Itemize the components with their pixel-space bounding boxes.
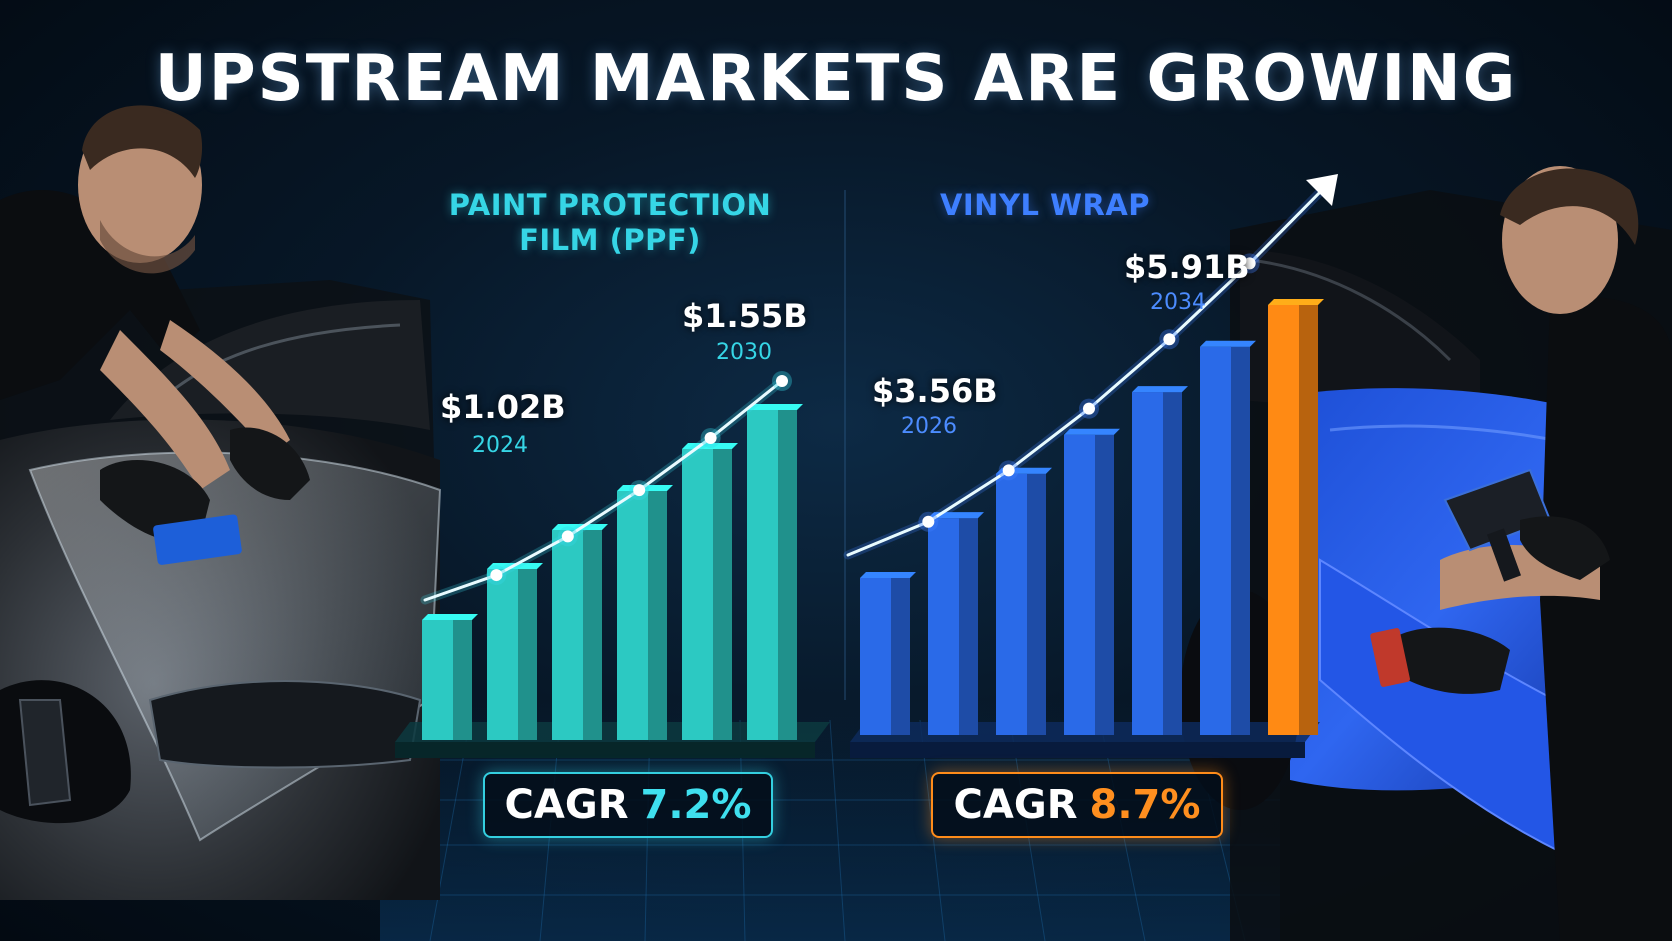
ppf-installer-person	[0, 190, 200, 400]
ppf-installer-photo	[0, 105, 442, 900]
vinyl-trend-line	[843, 174, 1338, 560]
vinyl-bar-6	[1200, 340, 1256, 735]
ppf-cagr-badge: CAGR 7.2%	[483, 772, 773, 838]
vinyl-cagr-value: 8.7%	[1089, 782, 1201, 828]
vinyl-trend-dot-2	[1002, 464, 1015, 477]
ppf-panel-title: PAINT PROTECTION FILM (PPF)	[400, 188, 820, 258]
ppf-trend-path	[423, 379, 784, 602]
ppf-bar-6	[747, 404, 803, 740]
ppf-trend-dot-1	[490, 569, 503, 582]
main-title: UPSTREAM MARKETS ARE GROWING	[154, 42, 1518, 116]
ppf-start-value: $1.02B	[440, 388, 566, 426]
vinyl-cagr-badge: CAGR 8.7%	[931, 772, 1223, 838]
ppf-bar-1	[422, 614, 478, 740]
ppf-trend-dot-2	[561, 530, 574, 543]
ppf-trend-dot-4	[704, 431, 717, 444]
vinyl-trend-arrowhead	[1306, 174, 1338, 206]
vinyl-end-value: $5.91B	[1124, 248, 1250, 286]
ppf-bar-5	[682, 443, 738, 740]
vinyl-trend-dot-4	[1163, 333, 1176, 346]
vinyl-bar-chart	[860, 299, 1324, 735]
vinyl-end-year: 2034	[1150, 290, 1206, 315]
ppf-cagr-value: 7.2%	[640, 782, 752, 828]
ppf-bar-4	[617, 485, 673, 740]
vinyl-cagr-label: CAGR	[953, 782, 1078, 828]
ppf-start-year: 2024	[472, 433, 528, 458]
vinyl-trend-dot-3	[1083, 402, 1095, 415]
vinyl-trend-dot-1	[922, 515, 935, 528]
vinyl-start-year: 2026	[901, 414, 957, 439]
ppf-bar-3	[552, 524, 608, 740]
vinyl-bar-5	[1132, 386, 1188, 735]
vinyl-start-value: $3.56B	[872, 372, 998, 410]
vinyl-bar-2	[928, 512, 984, 735]
ppf-end-value: $1.55B	[682, 297, 808, 335]
ppf-bar-2	[487, 563, 543, 740]
vinyl-installer-person	[1540, 296, 1672, 941]
ppf-title-line-2: FILM (PPF)	[519, 223, 701, 257]
felt-squeegee	[1370, 628, 1410, 687]
vinyl-bar-7	[1268, 299, 1324, 735]
ppf-end-year: 2030	[716, 340, 772, 365]
vinyl-installer-photo	[1180, 166, 1672, 941]
ppf-title-line-1: PAINT PROTECTION	[448, 188, 772, 222]
vinyl-bar-3	[996, 467, 1052, 735]
vinyl-bar-4	[1064, 428, 1120, 735]
vinyl-trend-dot-5	[1243, 257, 1256, 270]
vinyl-bar-1	[860, 572, 916, 735]
squeegee-tool	[153, 514, 242, 565]
ppf-cagr-label: CAGR	[504, 782, 629, 828]
ppf-trend-dot-5	[776, 375, 788, 387]
vinyl-panel-title: VINYL WRAP	[880, 188, 1210, 223]
ppf-trend-dot-3	[633, 484, 646, 497]
vinyl-title-line-1: VINYL WRAP	[939, 188, 1151, 222]
ppf-trend-line	[420, 371, 792, 605]
ppf-bar-chart	[422, 404, 803, 740]
